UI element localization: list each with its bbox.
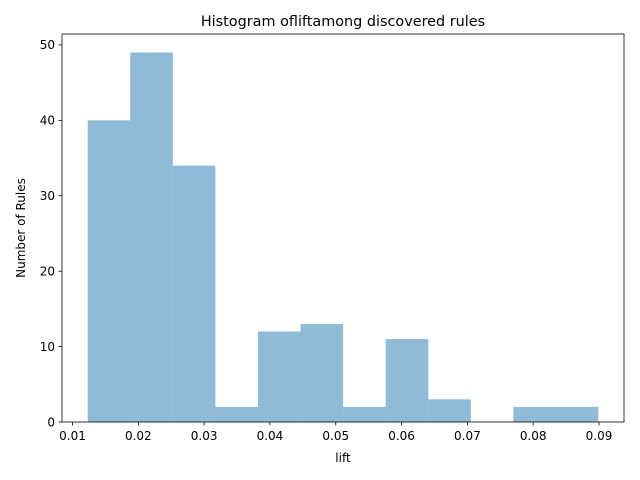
- x-tick-label: 0.07: [454, 429, 481, 443]
- x-axis-label: lift: [335, 451, 351, 465]
- histogram-bar: [300, 323, 344, 422]
- x-ticks-group: 0.01 0.02 0.03 0.04 0.05 0.06 0.07 0.08 0.09: [59, 422, 612, 443]
- x-tick-label: 0.05: [322, 429, 349, 443]
- chart-title: Histogram ofliftamong discovered rules: [201, 14, 485, 30]
- histogram-bar: [343, 406, 386, 422]
- y-tick-label: 10: [40, 340, 55, 354]
- histogram-bar: [87, 120, 131, 423]
- histogram-bar: [428, 399, 471, 422]
- y-tick-label: 30: [40, 189, 55, 203]
- y-tick-label: 40: [40, 114, 55, 128]
- y-tick-label: 50: [40, 38, 55, 52]
- x-tick-label: 0.06: [388, 429, 415, 443]
- histogram-bar: [556, 406, 599, 422]
- x-tick-label: 0.04: [257, 429, 284, 443]
- x-tick-label: 0.01: [59, 429, 86, 443]
- x-tick-label: 0.09: [586, 429, 613, 443]
- histogram-bar: [257, 331, 301, 422]
- y-tick-label: 20: [40, 264, 55, 278]
- y-axis-label: Number of Rules: [14, 178, 28, 278]
- histogram-bar: [215, 406, 258, 422]
- y-tick-label: 0: [47, 415, 55, 429]
- plot-frame: [61, 33, 625, 423]
- y-ticks-group: 0 10 20 30 40 50: [40, 38, 62, 429]
- histogram-bar: [172, 165, 216, 423]
- histogram-bar: [385, 339, 429, 422]
- histogram-bar: [130, 52, 173, 422]
- x-tick-label: 0.03: [191, 429, 218, 443]
- bars-group: [87, 52, 599, 423]
- x-tick-label: 0.02: [125, 429, 152, 443]
- x-tick-label: 0.08: [520, 429, 547, 443]
- histogram-bar: [513, 406, 557, 422]
